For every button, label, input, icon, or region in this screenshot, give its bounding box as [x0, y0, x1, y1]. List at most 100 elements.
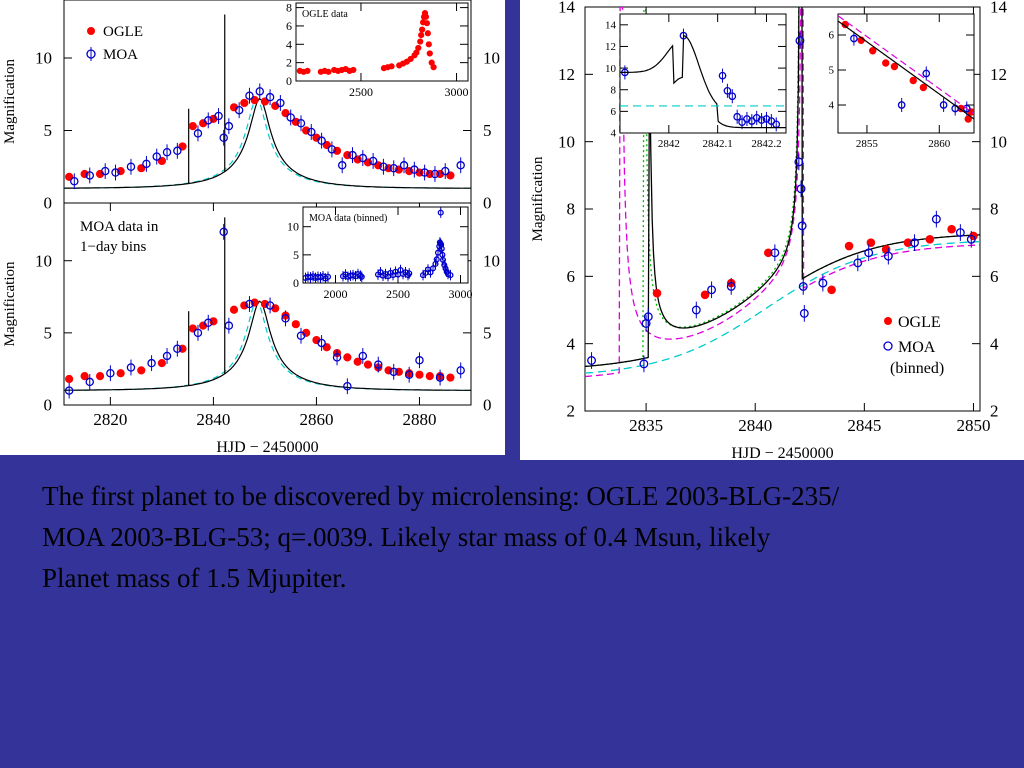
moa-point — [931, 214, 941, 224]
moa-point — [152, 152, 161, 161]
ogle-point — [304, 67, 311, 75]
moa-point — [438, 245, 445, 252]
ogle-point — [415, 44, 422, 52]
moa-point — [456, 366, 465, 375]
moa-point — [317, 338, 326, 348]
legend-label: MOA — [898, 339, 936, 356]
ogle-point — [363, 360, 373, 369]
legend-moa-marker — [883, 341, 893, 351]
slide-caption: The first planet to be discovered by mic… — [42, 476, 1022, 599]
moa-point — [733, 112, 742, 121]
inset-title: OGLE data — [302, 9, 348, 20]
legend: OGLE MOA (binned) — [883, 314, 944, 377]
moa-point — [798, 281, 808, 291]
ogle-point — [95, 372, 105, 381]
moa-point — [368, 156, 378, 166]
moa-point — [173, 344, 182, 353]
moa-point — [723, 86, 732, 95]
ogle-point — [967, 108, 974, 116]
y-axis-label: Magnification — [2, 59, 18, 144]
moa-point — [962, 104, 971, 113]
right-figure: 2 2 4 4 6 6 8 8 10 10 12 12 14 14 2835 2840 2845 2850 Magn… — [520, 0, 1024, 460]
data-points — [587, 32, 978, 373]
moa-point — [147, 358, 156, 368]
moa-point — [404, 370, 414, 379]
ogle-point — [415, 370, 424, 379]
moa-point — [796, 184, 806, 194]
y-tick-label: 10 — [605, 63, 617, 75]
ogle-point — [65, 374, 74, 384]
y-tick-label: 6 — [611, 106, 617, 118]
moa-point — [70, 176, 79, 186]
moa-point — [955, 228, 965, 238]
y-tick-label-right: 0 — [483, 396, 492, 415]
ogle-point — [418, 32, 425, 39]
moa-point — [850, 34, 858, 43]
moa-point — [348, 150, 357, 160]
x-tick-label: 2855 — [856, 138, 879, 150]
y-tick-label: 10 — [558, 132, 575, 151]
moa-point — [296, 119, 306, 128]
moa-point — [142, 159, 151, 169]
moa-point — [106, 369, 115, 378]
y-tick-label-right: 0 — [483, 194, 492, 213]
ogle-point — [919, 83, 928, 92]
ogle-point — [188, 122, 197, 131]
moa-point — [307, 127, 316, 137]
moa-point — [343, 381, 352, 391]
x-tick-label: 2845 — [847, 416, 881, 435]
ogle-point — [869, 47, 877, 55]
y-tick-label: 4 — [611, 128, 617, 140]
moa-point — [224, 321, 234, 330]
x-tick-label: 2840 — [738, 416, 772, 435]
ogle-point — [764, 248, 773, 258]
y-tick-label-right: 5 — [483, 121, 492, 140]
moa-point — [327, 145, 337, 154]
moa-point — [691, 305, 701, 315]
ogle-point — [388, 63, 395, 70]
ogle-point — [325, 68, 332, 75]
legend-label: MOA — [103, 47, 138, 63]
moa-point — [317, 136, 326, 145]
x-tick-label: 2880 — [402, 410, 436, 429]
moa-point — [286, 113, 295, 122]
moa-point — [173, 146, 182, 156]
ogle-point — [882, 59, 890, 67]
ogle-point — [353, 357, 362, 366]
y-tick-label: 2 — [567, 402, 576, 421]
y-tick-label-right: 10 — [483, 49, 500, 68]
moa-point — [255, 87, 265, 96]
moa-point — [126, 363, 136, 372]
moa-point — [64, 386, 74, 395]
moa-point — [265, 301, 275, 310]
moa-point — [358, 351, 368, 361]
ogle-point — [426, 50, 433, 57]
y-tick-label-right: 6 — [990, 267, 999, 286]
moa-point — [864, 248, 874, 258]
data-points — [65, 83, 465, 190]
y-tick-label: 12 — [605, 41, 616, 53]
y-tick-label: 10 — [287, 220, 299, 234]
data-points — [621, 28, 781, 132]
moa-point — [728, 92, 737, 101]
ogle-point — [343, 353, 352, 362]
ogle-point — [417, 38, 424, 45]
moa-point — [85, 171, 95, 180]
moa-point — [111, 168, 120, 177]
moa-point — [410, 165, 419, 174]
x-tick-label: 2500 — [349, 85, 373, 99]
legend-label: (binned) — [890, 360, 944, 377]
moa-point — [389, 163, 398, 173]
moa-point — [193, 328, 203, 338]
moa-point — [357, 272, 364, 279]
x-tick-label: 2860 — [928, 138, 951, 150]
ogle-point — [240, 98, 249, 108]
moa-point — [399, 161, 409, 170]
y-tick-label-right: 10 — [990, 132, 1007, 151]
moa-point — [757, 116, 766, 124]
moa-point — [234, 105, 244, 115]
moa-point — [337, 161, 347, 170]
right-main-panel: 2 2 4 4 6 6 8 8 10 10 12 12 14 14 2835 2840 2845 2850 Magn… — [530, 0, 1008, 460]
legend-moa-marker — [86, 49, 96, 59]
